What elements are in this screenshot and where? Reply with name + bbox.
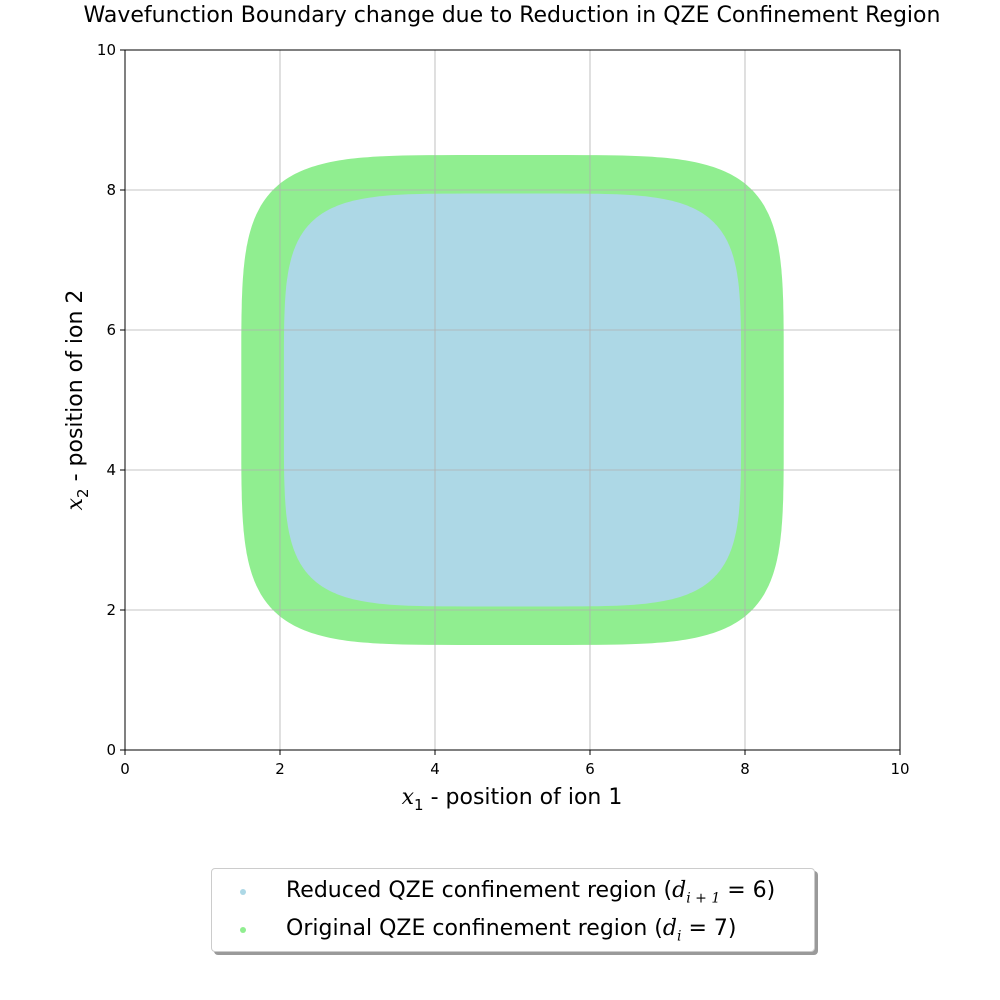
region-reduced	[283, 193, 742, 607]
y-tick-label: 6	[106, 321, 116, 339]
grid-lines	[125, 50, 900, 750]
x-tick-label: 2	[275, 760, 285, 778]
y-axis-ticks: 0 2 4 6 8 10	[97, 41, 125, 759]
legend: Reduced QZE confinement region (di + 1 =…	[211, 868, 815, 952]
legend-item-original: Original QZE confinement region (di = 7)	[212, 913, 736, 947]
y-tick-label: 8	[106, 181, 116, 199]
y-tick-label: 0	[106, 741, 116, 759]
x-axis-label: x1 - position of ion 1	[402, 785, 623, 814]
regions	[241, 155, 784, 645]
y-tick-label: 10	[97, 41, 116, 59]
plot-area: 0 2 4 6 8 10 0 2 4 6 8 10	[97, 41, 910, 778]
x-tick-label: 6	[585, 760, 595, 778]
legend-label-original: Original QZE confinement region (di = 7)	[286, 915, 737, 945]
legend-marker-original	[240, 927, 246, 933]
legend-label-reduced: Reduced QZE confinement region (di + 1 =…	[286, 877, 776, 907]
y-tick-label: 2	[106, 601, 116, 619]
plot-frame	[124, 49, 901, 751]
x-tick-label: 0	[120, 760, 130, 778]
x-axis-ticks: 0 2 4 6 8 10	[120, 750, 910, 778]
x-tick-label: 4	[430, 760, 440, 778]
legend-marker-reduced	[240, 889, 246, 895]
x-tick-label: 10	[890, 760, 909, 778]
y-axis-label: x2 - position of ion 2	[63, 290, 92, 511]
x-tick-label: 8	[740, 760, 750, 778]
legend-item-reduced: Reduced QZE confinement region (di + 1 =…	[212, 875, 775, 909]
chart-title: Wavefunction Boundary change due to Redu…	[84, 3, 941, 28]
y-tick-label: 4	[106, 461, 116, 479]
